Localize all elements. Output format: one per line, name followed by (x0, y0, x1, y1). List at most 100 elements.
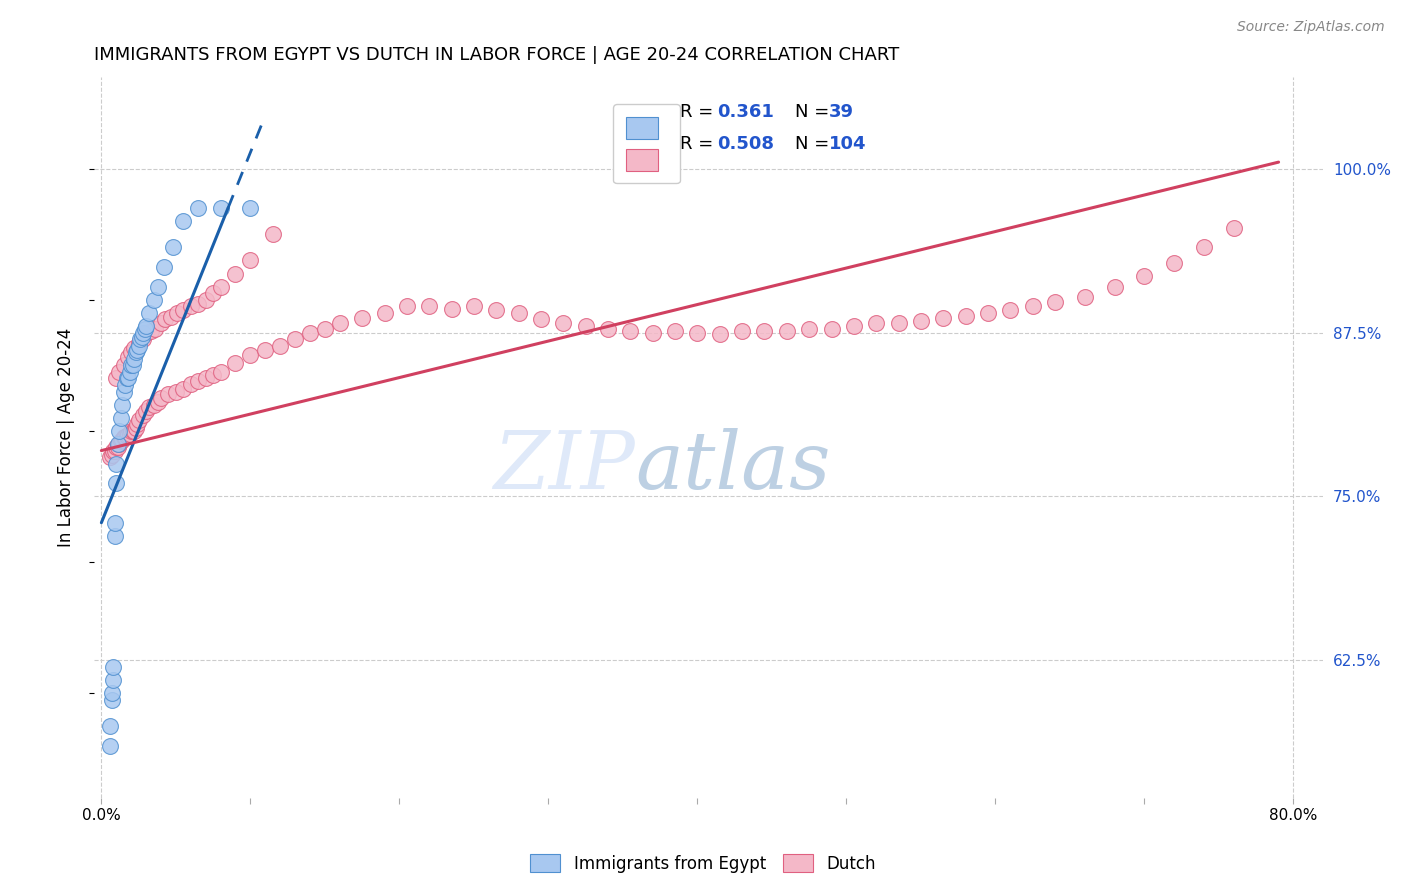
Point (128, 413, 150, 427)
Point (112, 359, 135, 373)
Point (128, 339, 150, 353)
Point (120, 424, 142, 438)
Point (180, 299, 202, 313)
Point (1223, 220, 1246, 235)
Point (121, 359, 143, 373)
Point (127, 343, 149, 357)
Point (172, 214, 194, 228)
Point (202, 368, 225, 382)
Text: N =: N = (794, 135, 835, 153)
Point (463, 299, 485, 313)
Point (98, 450, 121, 464)
Point (1074, 290, 1097, 304)
Point (129, 332, 152, 346)
Point (146, 395, 169, 409)
Text: 104: 104 (830, 135, 866, 153)
Point (135, 404, 157, 418)
Point (101, 686, 124, 700)
Point (121, 424, 143, 438)
Point (262, 227, 284, 242)
Point (352, 311, 374, 326)
Point (120, 345, 142, 359)
Point (1021, 299, 1043, 313)
Point (1192, 240, 1215, 254)
Text: R =: R = (681, 135, 720, 153)
Point (955, 309, 977, 323)
Point (314, 321, 336, 335)
Point (120, 359, 142, 373)
Point (112, 430, 135, 444)
Point (135, 326, 157, 340)
Point (754, 324, 776, 338)
Point (910, 314, 932, 328)
Point (117, 371, 139, 385)
Point (107, 440, 129, 454)
Point (104, 443, 127, 458)
Point (138, 401, 160, 415)
Point (202, 286, 225, 301)
Point (101, 448, 124, 462)
Point (530, 312, 553, 326)
Point (187, 201, 209, 215)
Point (664, 324, 686, 338)
Point (485, 303, 508, 318)
Text: R =: R = (681, 103, 720, 120)
Point (108, 365, 131, 379)
Point (112, 384, 135, 399)
Point (887, 317, 910, 331)
Legend: Immigrants from Egypt, Dutch: Immigrants from Egypt, Dutch (524, 847, 882, 880)
Point (254, 343, 277, 357)
Point (127, 417, 149, 432)
Point (108, 437, 131, 451)
Point (187, 374, 209, 388)
Point (124, 421, 146, 435)
Point (641, 326, 664, 340)
Point (596, 321, 619, 335)
Point (160, 310, 183, 324)
Point (143, 321, 166, 335)
Point (138, 306, 160, 320)
Text: 0.361: 0.361 (717, 103, 775, 120)
Point (932, 311, 955, 326)
Point (117, 351, 139, 365)
Point (619, 324, 641, 338)
Point (124, 345, 146, 359)
Point (1000, 303, 1022, 318)
Point (209, 201, 232, 215)
Text: N =: N = (794, 103, 835, 120)
Point (209, 365, 232, 379)
Point (508, 306, 530, 320)
Point (865, 317, 887, 331)
Point (553, 317, 575, 331)
Point (194, 293, 217, 307)
Point (194, 371, 217, 385)
Text: atlas: atlas (636, 427, 830, 505)
Point (180, 376, 202, 391)
Text: 0.508: 0.508 (717, 135, 775, 153)
Point (440, 301, 463, 316)
Point (709, 326, 731, 341)
Point (117, 428, 139, 442)
Point (118, 426, 141, 441)
Point (110, 434, 132, 449)
Point (1133, 269, 1156, 284)
Point (114, 430, 136, 444)
Point (224, 267, 246, 281)
Point (977, 306, 1000, 320)
Point (731, 324, 754, 338)
Point (269, 339, 291, 353)
Point (209, 279, 232, 293)
Point (122, 341, 145, 355)
Point (122, 424, 145, 438)
Point (104, 529, 127, 543)
Point (1104, 279, 1126, 293)
Point (799, 321, 821, 335)
Point (373, 306, 395, 320)
Legend: , : , (613, 104, 681, 183)
Point (153, 260, 176, 274)
Point (131, 329, 153, 343)
Point (134, 321, 156, 335)
Point (115, 371, 138, 385)
Point (155, 312, 177, 326)
Point (103, 660, 125, 674)
